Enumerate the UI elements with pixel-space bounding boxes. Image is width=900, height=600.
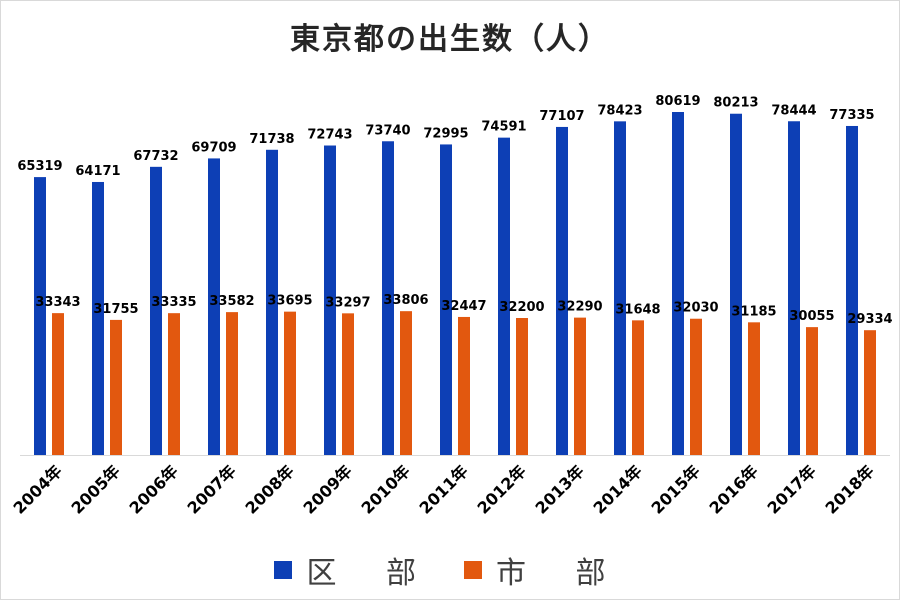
x-tick-label-2015年: 2015年 (648, 461, 704, 517)
data-label-shi-2009年: 33297 (325, 295, 370, 310)
data-label-shi-2006年: 33335 (151, 295, 196, 310)
x-tick-label-2017年: 2017年 (764, 461, 820, 517)
bar-ku-2005年 (92, 181, 104, 455)
data-label-ku-2017年: 78444 (771, 103, 816, 118)
bar-ku-2017年 (788, 121, 800, 455)
bar-shi-2014年 (632, 320, 644, 455)
data-label-ku-2015年: 80619 (655, 94, 700, 109)
bar-ku-2009年 (324, 145, 336, 455)
data-label-shi-2007年: 33582 (209, 294, 254, 309)
bar-ku-2004年 (34, 177, 46, 455)
bar-shi-2015年 (690, 318, 702, 455)
bar-ku-2018年 (846, 125, 858, 455)
bar-ku-2011年 (440, 144, 452, 455)
bar-shi-2005年 (110, 319, 122, 455)
bar-shi-2013年 (574, 317, 586, 455)
data-label-shi-2016年: 31185 (731, 304, 776, 319)
x-tick-label-2005年: 2005年 (68, 461, 124, 517)
x-tick-label-2007年: 2007年 (184, 461, 240, 517)
data-label-ku-2009年: 72743 (307, 128, 352, 143)
x-tick-label-2013年: 2013年 (532, 461, 588, 517)
data-label-ku-2008年: 71738 (249, 132, 294, 147)
data-label-shi-2004年: 33343 (35, 295, 80, 310)
x-tick-label-2012年: 2012年 (474, 461, 530, 517)
data-label-ku-2014年: 78423 (597, 103, 642, 118)
legend: 区 部 市 部 (0, 548, 900, 592)
legend-swatch-ku (274, 561, 293, 579)
bar-shi-2009年 (342, 313, 354, 455)
legend-swatch-shi (464, 561, 482, 579)
bar-shi-2016年 (748, 322, 760, 455)
bar-ku-2015年 (672, 112, 684, 455)
data-label-ku-2006年: 67732 (133, 149, 178, 164)
x-tick-label-2008年: 2008年 (242, 461, 298, 517)
data-label-ku-2018年: 77335 (829, 108, 874, 123)
legend-label-shi: 市 部 (496, 556, 626, 591)
bar-ku-2016年 (730, 113, 742, 455)
legend-item-shi: 市 部 (464, 548, 626, 592)
data-label-ku-2016年: 80213 (713, 96, 758, 111)
x-tick-label-2018年: 2018年 (822, 461, 878, 517)
x-tick-label-2014年: 2014年 (590, 461, 646, 517)
data-label-shi-2017年: 30055 (789, 309, 834, 324)
bar-shi-2011年 (458, 316, 470, 455)
bar-shi-2006年 (168, 313, 180, 455)
x-tick-label-2016年: 2016年 (706, 461, 762, 517)
x-tick-label-2004年: 2004年 (10, 461, 66, 517)
legend-item-ku: 区 部 (274, 548, 436, 592)
data-label-ku-2007年: 69709 (191, 140, 236, 155)
bar-ku-2006年 (150, 166, 162, 455)
data-label-shi-2013年: 32290 (557, 300, 602, 315)
bar-ku-2008年 (266, 149, 278, 456)
data-label-shi-2012年: 32200 (499, 300, 544, 315)
data-label-ku-2012年: 74591 (481, 120, 526, 135)
x-tick-label-2009年: 2009年 (300, 461, 356, 517)
bar-shi-2004年 (52, 313, 64, 455)
data-label-shi-2005年: 31755 (93, 302, 138, 317)
data-label-shi-2010年: 33806 (383, 293, 428, 308)
legend-label-ku: 区 部 (306, 556, 436, 591)
bar-shi-2008年 (284, 311, 296, 455)
bar-shi-2017年 (806, 327, 818, 455)
bar-shi-2007年 (226, 312, 238, 455)
data-label-shi-2014年: 31648 (615, 302, 660, 317)
data-label-shi-2015年: 32030 (673, 301, 718, 316)
bar-ku-2013年 (556, 126, 568, 456)
data-label-ku-2013年: 77107 (539, 109, 584, 124)
data-label-shi-2011年: 32447 (441, 299, 486, 314)
bar-ku-2007年 (208, 158, 220, 455)
data-label-ku-2005年: 64171 (75, 164, 120, 179)
data-label-shi-2008年: 33695 (267, 294, 312, 309)
data-label-shi-2018年: 29334 (847, 312, 892, 327)
chart-title: 東京都の出生数（人） (290, 22, 610, 57)
bar-ku-2010年 (382, 141, 394, 455)
x-tick-label-2010年: 2010年 (358, 461, 414, 517)
bar-shi-2010年 (400, 311, 412, 455)
bar-ku-2014年 (614, 121, 626, 456)
x-tick-label-2006年: 2006年 (126, 461, 182, 517)
data-label-ku-2010年: 73740 (365, 123, 410, 138)
data-label-ku-2011年: 72995 (423, 126, 468, 141)
data-label-ku-2004年: 65319 (17, 159, 62, 174)
bar-ku-2012年 (498, 137, 510, 455)
bar-shi-2018年 (864, 330, 876, 455)
x-tick-label-2011年: 2011年 (416, 461, 472, 517)
bar-shi-2012年 (516, 318, 528, 455)
